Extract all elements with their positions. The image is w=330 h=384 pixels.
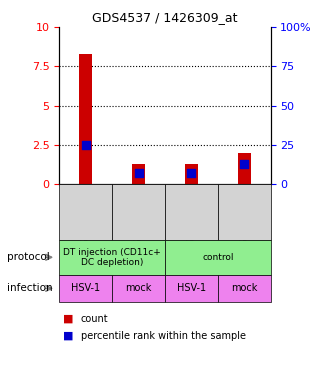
Text: mock: mock [125, 283, 152, 293]
Point [242, 161, 247, 167]
Point [189, 170, 194, 176]
Text: DT injection (CD11c+
DC depletion): DT injection (CD11c+ DC depletion) [63, 248, 161, 267]
Text: percentile rank within the sample: percentile rank within the sample [81, 331, 246, 341]
Bar [79, 54, 92, 184]
Bar [185, 164, 198, 184]
Bar [238, 153, 251, 184]
Text: ■: ■ [63, 314, 73, 324]
Text: count: count [81, 314, 109, 324]
Text: infection: infection [7, 283, 52, 293]
Text: protocol: protocol [7, 252, 50, 262]
Text: control: control [202, 253, 234, 262]
Text: HSV-1: HSV-1 [71, 283, 100, 293]
Point [136, 170, 141, 176]
Text: ■: ■ [63, 331, 73, 341]
Text: HSV-1: HSV-1 [177, 283, 206, 293]
Title: GDS4537 / 1426309_at: GDS4537 / 1426309_at [92, 11, 238, 24]
Point [83, 142, 88, 148]
Text: mock: mock [231, 283, 257, 293]
Bar [132, 164, 145, 184]
